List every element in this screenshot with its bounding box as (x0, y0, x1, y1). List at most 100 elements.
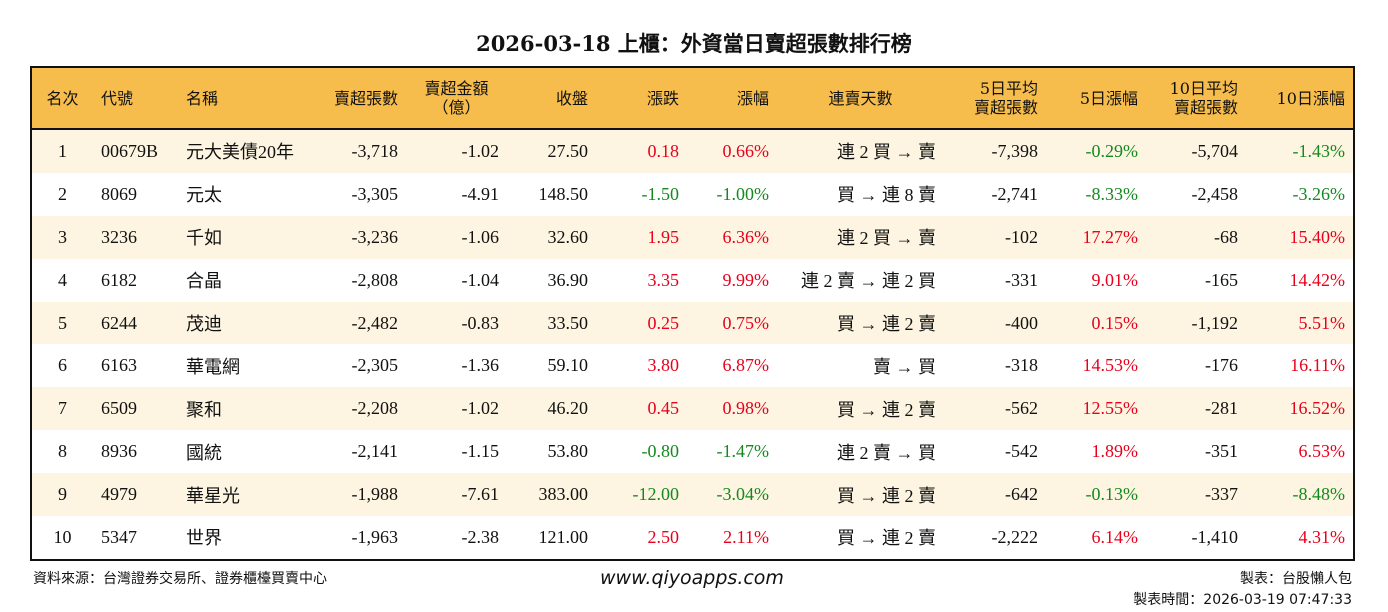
table-cell: -7,398 (991, 140, 1039, 161)
table-cell: -0.13% (1085, 484, 1139, 505)
table-cell: 32.60 (547, 226, 589, 247)
table-cell: -562 (1005, 398, 1038, 419)
table-cell: 茂迪 (186, 314, 222, 334)
table-cell: 0.45 (647, 398, 680, 419)
table-cell: 59.10 (547, 355, 589, 376)
table-cell: -2,222 (991, 526, 1039, 547)
maker-text: 製表：台股懶人包 (1240, 571, 1352, 587)
column-header: 漲幅 (736, 88, 769, 108)
source-text: 資料來源：台灣證券交易所、證券櫃檯買賣中心 (33, 571, 327, 587)
table-row: 6 6163 華電網 -2,305 -1.36 59.10 3.80 6.87% 賣 → 買 -3… (31, 344, 1354, 387)
table-cell: -318 (1005, 355, 1038, 376)
table-cell: 連 2 賣 → 買 (837, 442, 936, 463)
table-cell: 6509 (101, 398, 137, 419)
table-cell: -8.33% (1085, 183, 1139, 204)
table-cell: 聚和 (186, 399, 222, 420)
table-cell: 12.55% (1082, 398, 1139, 419)
table-cell: -1,988 (351, 484, 399, 505)
table-cell: 9 (58, 484, 67, 505)
table-cell: 6.36% (722, 226, 770, 247)
table-cell: 10 (53, 526, 72, 547)
table-cell: -102 (1005, 226, 1038, 247)
table-cell: 121.00 (538, 526, 589, 547)
table-cell: -1.00% (716, 183, 770, 204)
page-title: 2026-03-18 上櫃：外資當日賣超張數排行榜 (476, 31, 912, 56)
table-cell: 6.87% (722, 355, 770, 376)
table-cell: 3236 (101, 226, 137, 247)
table-cell: 買 → 連 8 賣 (837, 185, 936, 206)
column-header: 名稱 (186, 88, 219, 108)
table-cell: -8.48% (1292, 484, 1346, 505)
table-cell: -542 (1005, 441, 1038, 462)
table-cell: -3.26% (1292, 183, 1346, 204)
table-cell: 9.01% (1091, 269, 1139, 290)
table-cell: 0.98% (722, 398, 770, 419)
table-cell: -2,808 (351, 269, 399, 290)
table-row: 9 4979 華星光 -1,988 -7.61 383.00 -12.00 -3.04% 買 →… (31, 473, 1354, 517)
table-cell: 4.31% (1298, 526, 1346, 547)
table-cell: 2.50 (647, 526, 680, 547)
table-cell: 14.53% (1082, 355, 1139, 376)
table-cell: -1,963 (351, 526, 399, 547)
table-cell: -2,458 (1191, 183, 1239, 204)
table-cell: -3,718 (351, 140, 399, 161)
column-header: 賣超金額 （億） (424, 79, 489, 117)
table-cell: 元大美債20年 (186, 142, 294, 163)
table-row: 1 00679B 元大美債20年 -3,718 -1.02 27.50 0.18 0.66% 連… (31, 129, 1354, 173)
table-cell: 15.40% (1289, 226, 1346, 247)
table-cell: -400 (1005, 312, 1038, 333)
table-cell: -351 (1205, 441, 1238, 462)
table-cell: -3.04% (716, 484, 770, 505)
table-cell: 3.80 (647, 355, 680, 376)
header-row: 名次 代號 名稱 賣超張數 賣超金額 （億） 收盤 漲跌 漲幅 連賣天數 5日平均 賣超張數 5日漲… (31, 67, 1354, 129)
table-cell: 6163 (101, 355, 137, 376)
website-link[interactable]: www.qiyoapps.com (600, 567, 784, 589)
table-cell: 4 (58, 269, 67, 290)
table-cell: 3.35 (647, 269, 680, 290)
table-cell: 8 (58, 441, 67, 462)
table-cell: 華電網 (186, 356, 240, 377)
table-cell: 3 (58, 226, 67, 247)
table-cell: -2.38 (461, 526, 500, 547)
table-cell: 16.11% (1290, 355, 1345, 376)
table-cell: 8069 (101, 183, 137, 204)
table-cell: -2,741 (991, 183, 1039, 204)
table-cell: -642 (1005, 484, 1038, 505)
column-header: 賣超張數 (333, 88, 398, 108)
table-cell: 6244 (101, 312, 137, 333)
column-header: 收盤 (555, 88, 588, 108)
table-cell: -1.36 (461, 355, 500, 376)
table-cell: 8936 (101, 441, 137, 462)
table-cell: 2 (58, 183, 67, 204)
table-cell: 148.50 (538, 183, 589, 204)
table-cell: 5 (58, 312, 67, 333)
table-cell: 383.00 (538, 484, 589, 505)
table-row: 5 6244 茂迪 -2,482 -0.83 33.50 0.25 0.75% 買 → 連 2 … (31, 301, 1354, 345)
table-row: 7 6509 聚和 -2,208 -1.02 46.20 0.45 0.98% 買 → 連 2 … (31, 387, 1354, 431)
column-header: 10日漲幅 (1276, 88, 1345, 108)
table-cell: -1.06 (461, 226, 500, 247)
table-cell: 16.52% (1289, 398, 1346, 419)
table-cell: 17.27% (1082, 226, 1139, 247)
generated-time: 製表時間：2026-03-19 07:47:33 (1133, 592, 1352, 608)
table-cell: 4979 (101, 484, 137, 505)
table-cell: -0.80 (641, 441, 680, 462)
table-row: 3 3236 千如 -3,236 -1.06 32.60 1.95 6.36% 連 2 買 → … (31, 215, 1354, 259)
table-cell: 6 (58, 355, 67, 376)
column-header: 名次 (46, 88, 79, 108)
table-cell: 買 → 連 2 賣 (837, 528, 936, 549)
table-cell: -337 (1205, 484, 1238, 505)
table-cell: 買 → 連 2 賣 (837, 314, 936, 334)
table-cell: 9.99% (722, 269, 770, 290)
table-cell: 0.25 (647, 312, 680, 333)
table-cell: 5347 (101, 526, 137, 547)
table-cell: 5.51% (1298, 312, 1346, 333)
table-cell: -1,192 (1191, 312, 1239, 333)
table-cell: -0.29% (1085, 140, 1139, 161)
table-cell: -1.15 (461, 441, 500, 462)
table-cell: 14.42% (1289, 269, 1346, 290)
table-row: 2 8069 元太 -3,305 -4.91 148.50 -1.50 -1.00% 買 → 連… (31, 173, 1354, 216)
table-cell: -1.43% (1292, 140, 1346, 161)
table-cell: 元太 (186, 185, 222, 206)
table-row: 8 8936 國統 -2,141 -1.15 53.80 -0.80 -1.47% 連 2 賣 … (31, 430, 1354, 473)
